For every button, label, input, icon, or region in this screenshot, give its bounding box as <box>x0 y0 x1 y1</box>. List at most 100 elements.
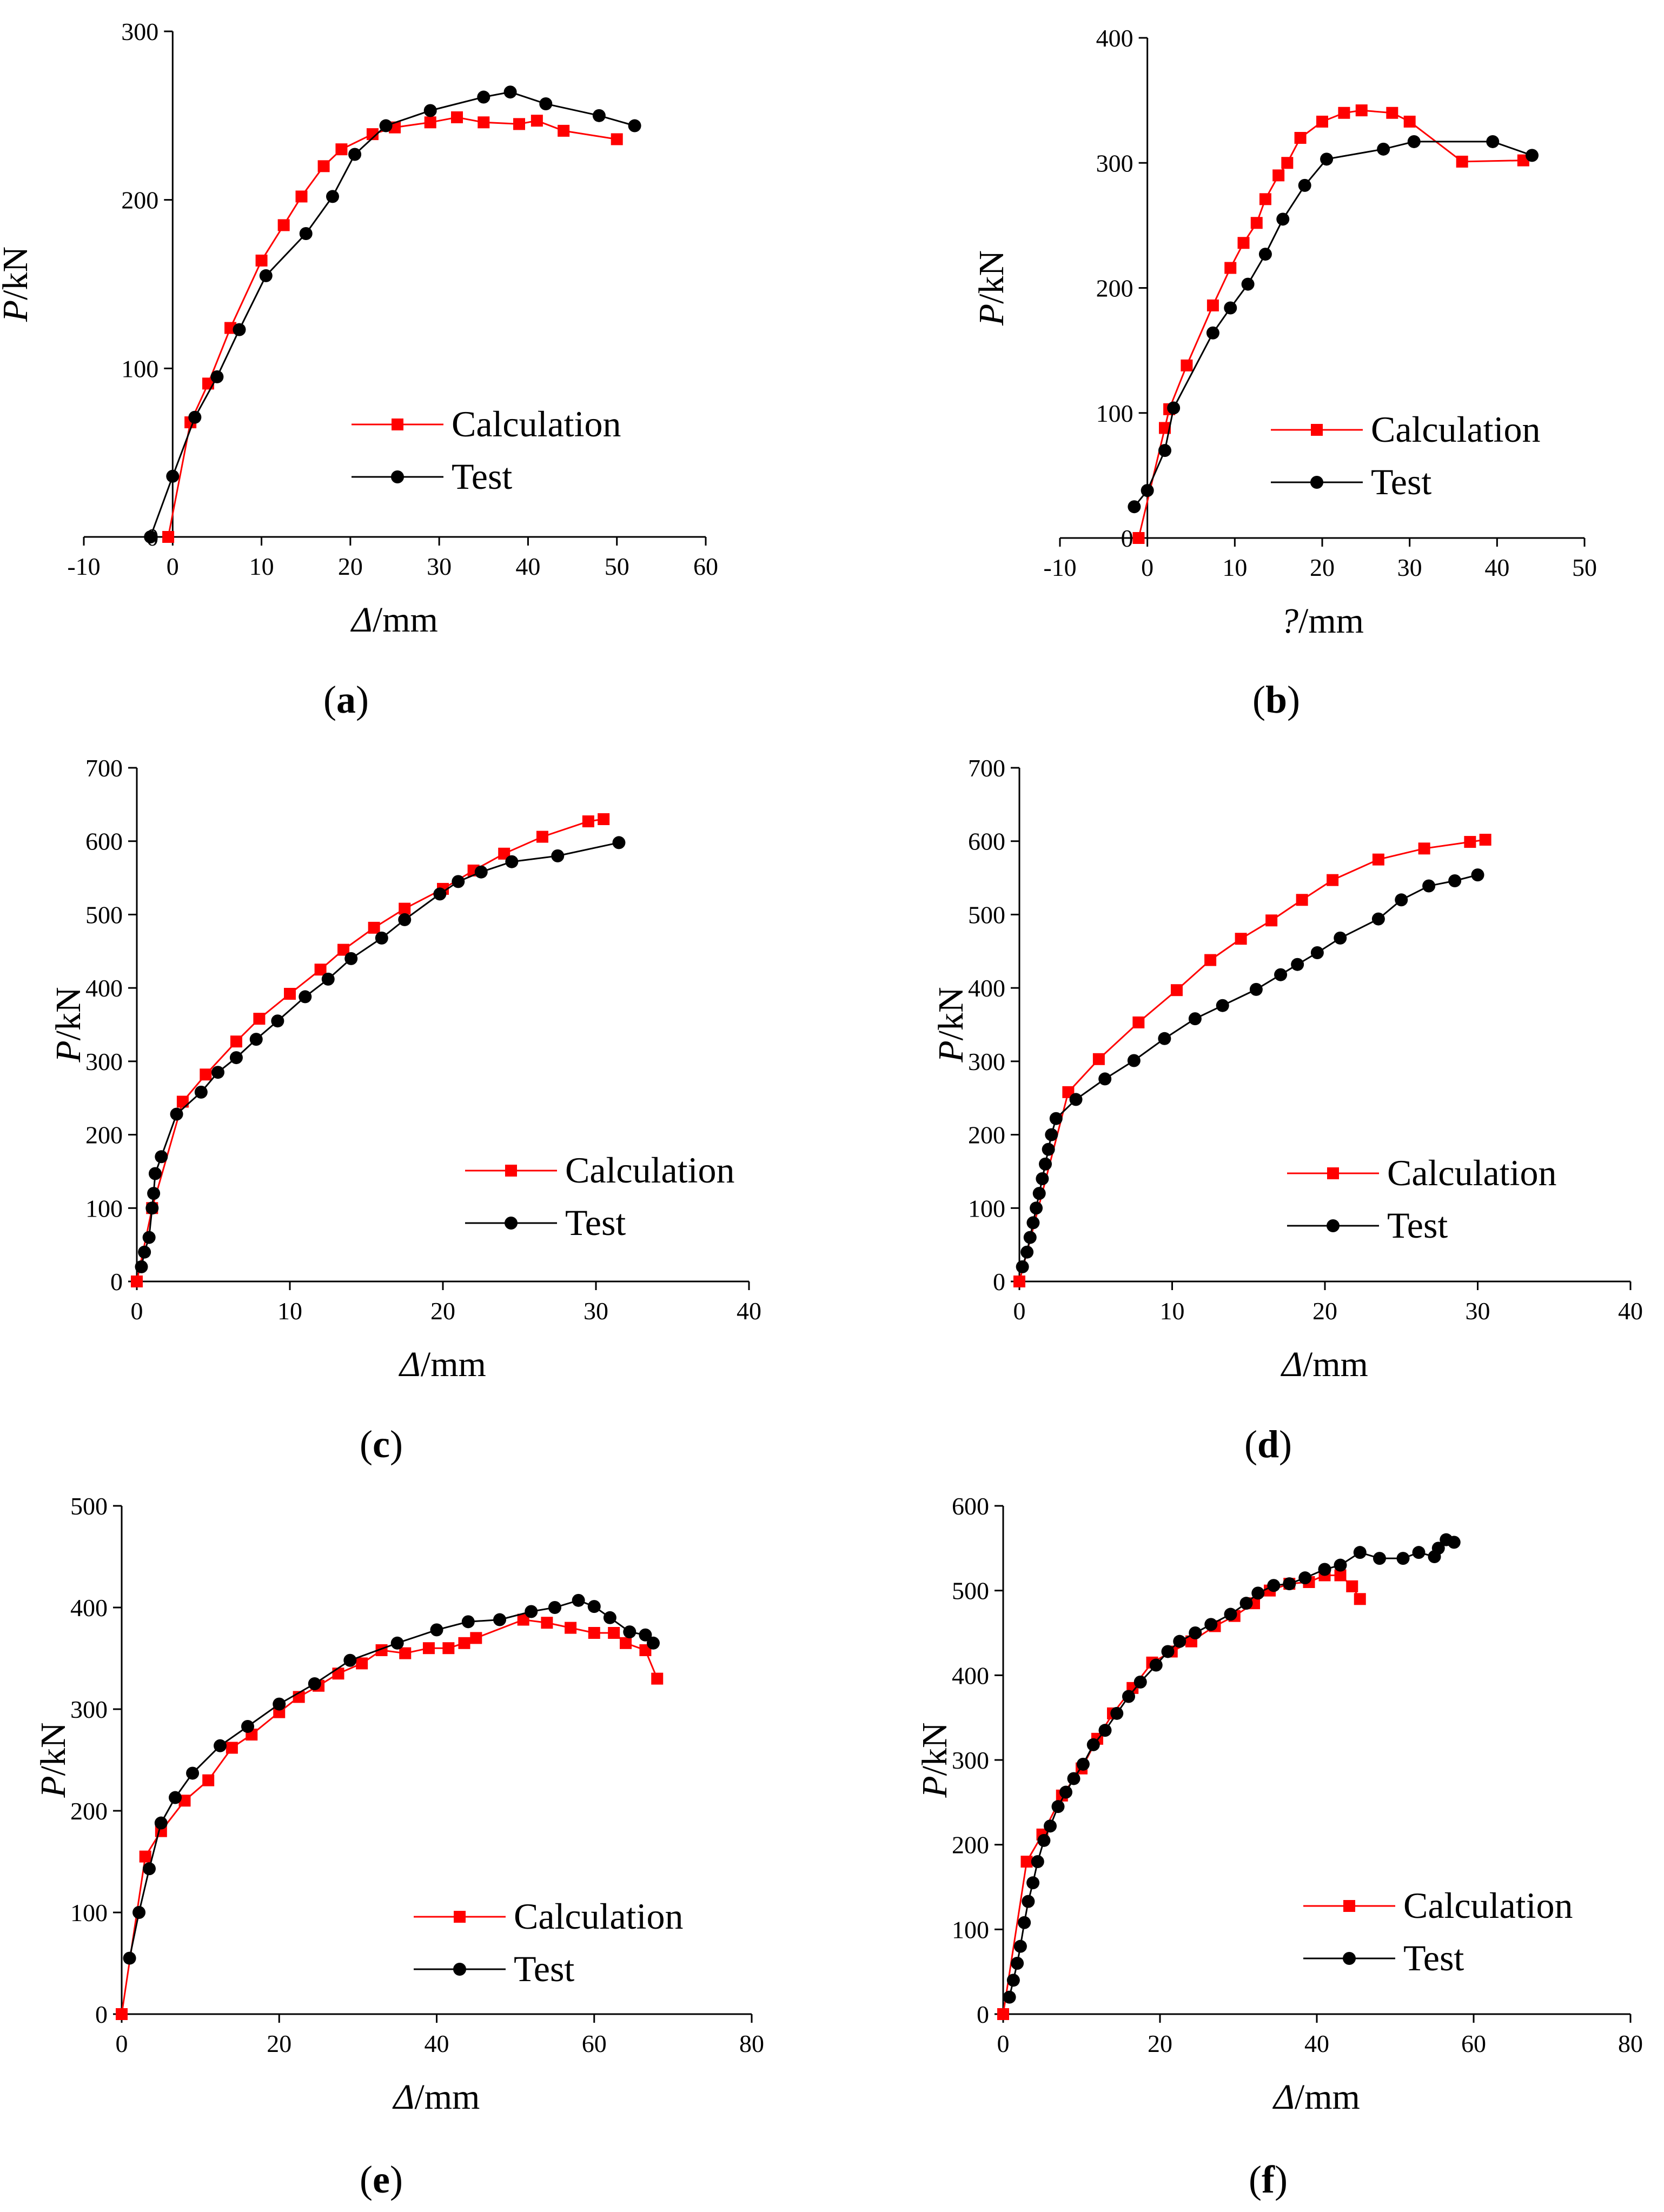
data-point-test <box>1049 1112 1063 1125</box>
data-point-calculation <box>1355 104 1368 117</box>
data-point-test <box>623 1625 637 1639</box>
data-point-test <box>1161 1645 1175 1658</box>
data-point-calculation <box>1386 107 1398 119</box>
data-point-test <box>344 952 358 965</box>
data-point-test <box>1122 1690 1135 1703</box>
legend-label-test: Test <box>1387 1205 1448 1246</box>
legend-marker-circle <box>1343 1952 1356 1965</box>
data-point-test <box>326 190 339 203</box>
legend-label-calculation: Calculation <box>1403 1885 1573 1926</box>
data-point-test <box>308 1677 321 1690</box>
data-point-test <box>1149 1658 1163 1672</box>
data-point-test <box>548 1601 561 1614</box>
x-tick-label: 30 <box>427 553 452 580</box>
data-point-calculation <box>611 133 623 145</box>
x-tick-label: 0 <box>997 2030 1010 2057</box>
data-point-test <box>211 1066 224 1079</box>
data-point-calculation <box>565 1622 577 1634</box>
data-point-test <box>1026 1876 1040 1890</box>
x-tick-label: 20 <box>267 2030 291 2057</box>
x-tick-label: 40 <box>515 553 540 580</box>
data-point-test <box>503 85 517 99</box>
y-tick-label: 500 <box>952 1577 989 1605</box>
chart-panel-b: -10 0 10 20 30 40 50 0 100 200 300 400 ?/mm P/kN Calcu… <box>972 24 1597 721</box>
data-point-test <box>430 1623 443 1637</box>
data-point-calculation <box>317 160 330 172</box>
data-point-calculation <box>1464 836 1476 848</box>
x-tick-label: 0 <box>1141 554 1153 581</box>
data-point-test <box>1086 1738 1100 1751</box>
data-point-test <box>135 1260 148 1273</box>
chart-panel-c: 0 10 20 30 400100200300400500600700Δ/mmP/kNC… <box>49 754 761 1466</box>
data-point-test <box>1133 1675 1147 1689</box>
x-tick-label: 50 <box>1572 554 1597 581</box>
data-point-calculation <box>255 254 268 267</box>
panel-label: (f) <box>1249 2158 1288 2201</box>
legend-label-calculation: Calculation <box>452 403 621 444</box>
data-point-test <box>646 1636 660 1650</box>
data-point-test <box>123 1951 136 1965</box>
data-point-test <box>1045 1128 1058 1141</box>
panel-label: (e) <box>360 2158 403 2201</box>
x-tick-label: 20 <box>338 553 363 580</box>
data-point-test <box>1059 1785 1072 1799</box>
data-point-test <box>1013 1939 1027 1953</box>
data-point-test <box>1022 1895 1035 1908</box>
data-point-test <box>1036 1172 1049 1185</box>
data-point-test <box>1016 1260 1029 1273</box>
data-point-test <box>1422 879 1436 893</box>
data-point-test <box>147 1187 161 1200</box>
y-tick-label: 0 <box>993 1268 1005 1296</box>
data-point-calculation <box>253 1013 266 1025</box>
y-tick-label: 600 <box>968 828 1005 855</box>
data-point-calculation <box>356 1657 368 1670</box>
data-point-calculation <box>451 111 463 123</box>
data-point-test <box>1377 142 1390 156</box>
y-tick-label: 0 <box>1121 524 1133 552</box>
legend-label-test: Test <box>514 1948 574 1989</box>
data-point-calculation <box>139 1850 151 1863</box>
x-tick-label: 10 <box>1160 1297 1185 1325</box>
y-tick-label: 200 <box>85 1121 123 1149</box>
data-point-test <box>1006 1974 1020 1987</box>
data-point-test <box>1251 1586 1265 1600</box>
chart-panel-f: 0 20 40 60 80 0 100 200 300 400 500 600 Δ/mm P/kN Calc… <box>915 1492 1643 2201</box>
x-axis-label: Δ/mm <box>392 2077 480 2117</box>
data-point-test <box>299 990 312 1004</box>
x-tick-label: 40 <box>1304 2030 1329 2057</box>
series-line-calculation <box>136 818 604 1282</box>
data-point-test <box>229 1051 243 1065</box>
y-tick-label: 100 <box>968 1194 1005 1222</box>
legend-marker-circle <box>505 1217 518 1230</box>
data-point-test <box>1396 1552 1410 1565</box>
y-tick-label: 200 <box>968 1121 1005 1149</box>
data-point-test <box>1249 982 1263 996</box>
data-point-test <box>1526 149 1539 162</box>
series-line-test <box>1133 141 1533 508</box>
legend: Calculation Test <box>414 1896 683 1989</box>
data-point-test <box>477 90 490 104</box>
data-point-calculation <box>1479 834 1491 846</box>
data-point-calculation <box>598 813 610 825</box>
data-point-calculation <box>558 124 570 137</box>
y-tick-label: 100 <box>70 1899 108 1927</box>
data-point-calculation <box>997 2008 1009 2020</box>
data-point-calculation <box>531 115 543 127</box>
data-point-calculation <box>1281 157 1294 169</box>
legend-marker-square <box>1343 1900 1355 1912</box>
data-point-test <box>144 530 157 543</box>
series-line-calculation <box>1138 109 1523 539</box>
x-tick-label: 60 <box>693 553 718 580</box>
x-tick-label: 20 <box>1312 1297 1337 1325</box>
chart-panel-a: -1001020304050600100200300Δ/mmP/kNCalcul… <box>0 18 718 721</box>
data-point-test <box>390 1636 404 1650</box>
x-axis-label: ?/mm <box>1281 601 1364 641</box>
data-point-calculation <box>1354 1593 1366 1605</box>
data-point-test <box>249 1033 263 1046</box>
data-point-test <box>1039 1157 1052 1171</box>
data-point-calculation <box>1235 933 1247 945</box>
data-point-test <box>154 1816 168 1830</box>
y-axis-label: P/kN <box>34 1722 73 1798</box>
y-tick-label: 600 <box>85 828 123 855</box>
data-point-test <box>1431 1542 1445 1555</box>
